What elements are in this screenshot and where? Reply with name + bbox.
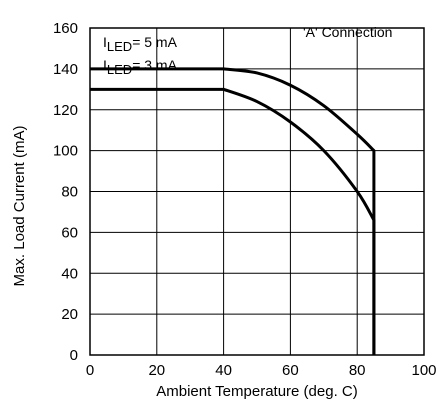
y-tick-label: 40 bbox=[61, 265, 78, 282]
x-axis-title: Ambient Temperature (deg. C) bbox=[156, 383, 357, 400]
y-tick-label: 20 bbox=[61, 306, 78, 323]
y-tick-label: 60 bbox=[61, 224, 78, 241]
plot-border bbox=[89, 27, 425, 356]
legend-label-5ma: ILED= 5 mA bbox=[103, 34, 178, 54]
x-tick-label: 80 bbox=[349, 362, 366, 379]
y-tick-label: 100 bbox=[53, 143, 78, 160]
series-line-1 bbox=[90, 87, 376, 355]
x-tick-label: 100 bbox=[411, 362, 436, 379]
legend-label-3ma: ILED= 3 mA bbox=[103, 57, 178, 77]
y-tick-label: 140 bbox=[53, 61, 78, 78]
x-tick-label: 60 bbox=[282, 362, 299, 379]
legend-5ma-rest: = 5 mA bbox=[132, 34, 177, 50]
legend-5ma-sub: LED bbox=[107, 39, 132, 54]
x-tick-label: 0 bbox=[86, 362, 94, 379]
y-tick-label: 160 bbox=[53, 20, 78, 37]
legend-3ma-sub: LED bbox=[107, 62, 132, 77]
legend-3ma-i: I bbox=[103, 57, 107, 73]
series-line-0 bbox=[90, 67, 376, 355]
y-axis-title: Max. Load Current (mA) bbox=[11, 126, 28, 287]
x-tick-label: 20 bbox=[148, 362, 165, 379]
y-tick-label: 120 bbox=[53, 102, 78, 119]
legend-5ma-i: I bbox=[103, 34, 107, 50]
legend-3ma-rest: = 3 mA bbox=[132, 57, 177, 73]
tick-labels: 0 20 40 60 80 100 0 20 40 60 80 100 120 140 160 bbox=[53, 20, 437, 379]
y-tick-label: 80 bbox=[61, 184, 78, 201]
annotation-connection: 'A' Connection bbox=[303, 24, 392, 40]
y-tick-label: 0 bbox=[70, 347, 78, 364]
series-curves bbox=[90, 67, 376, 355]
x-tick-label: 40 bbox=[215, 362, 232, 379]
